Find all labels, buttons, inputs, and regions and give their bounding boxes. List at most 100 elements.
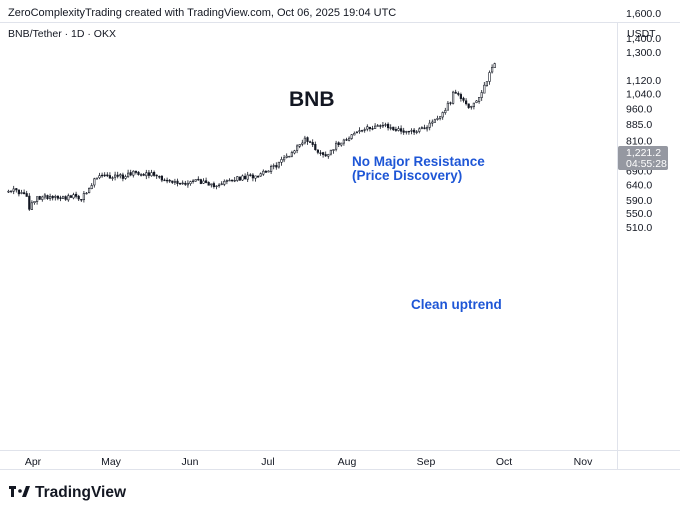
price-axis[interactable]: 1,600.0 1,400.0 1,300.0 1,120.0 1,040.0 960.0… <box>626 8 661 234</box>
candle-body <box>134 170 138 173</box>
candle-body <box>56 195 59 199</box>
candle-body <box>98 175 101 179</box>
candle-body <box>308 141 312 143</box>
candle-body <box>420 127 424 129</box>
candle-body <box>314 144 317 151</box>
candle-body <box>470 106 473 108</box>
candle-body <box>90 185 93 190</box>
candle-body <box>192 180 195 182</box>
candle-body <box>142 174 145 176</box>
candle-body <box>428 122 431 128</box>
candle-body <box>186 183 190 186</box>
annotation-clean-uptrend: Clean uptrend <box>411 297 502 312</box>
candle-body <box>485 81 489 86</box>
time-tick-label: Nov <box>574 456 593 468</box>
candle-body <box>202 180 205 184</box>
candle-body <box>80 199 83 201</box>
candle-body <box>197 178 200 181</box>
candle-body <box>82 193 85 200</box>
candle-body <box>12 188 15 192</box>
candle-body <box>75 193 78 197</box>
candle-body <box>337 142 340 145</box>
candle-body <box>397 128 400 131</box>
time-tick-label: Jun <box>182 456 199 468</box>
candle-body <box>176 180 179 184</box>
candle-body <box>238 176 242 181</box>
candle-body <box>464 100 468 105</box>
candle-body <box>454 91 457 94</box>
symbol-label: BNB/Tether · 1D · OKX <box>8 28 116 40</box>
candle-body <box>488 72 491 82</box>
candle-body <box>368 126 372 129</box>
tradingview-logo-text: TradingView <box>35 484 127 501</box>
candle-body <box>212 183 216 188</box>
candle-body <box>412 129 416 133</box>
candle-body <box>324 154 327 157</box>
candle-body <box>389 127 392 129</box>
price-tick-label: 640.0 <box>626 180 652 192</box>
candle-body <box>59 197 62 199</box>
candle-body <box>108 175 111 179</box>
candle-body <box>451 91 455 104</box>
candle-body <box>225 180 229 182</box>
time-tick-label: Oct <box>496 456 512 468</box>
candle-body <box>171 180 174 183</box>
candle-body <box>111 177 114 179</box>
last-price-value: 1,221.2 <box>626 147 661 159</box>
candle-body <box>293 150 296 154</box>
candle-body <box>295 145 299 151</box>
candle-body <box>35 196 39 202</box>
candle-body <box>306 137 309 142</box>
candle-body <box>10 190 13 192</box>
time-axis[interactable]: Apr May Jun Jul Aug Sep Oct Nov <box>25 456 593 468</box>
candle-body <box>163 179 166 182</box>
candle-body <box>290 152 294 157</box>
candle-body <box>106 174 109 177</box>
candle-body <box>490 67 494 73</box>
time-tick-label: Aug <box>338 456 357 468</box>
bar-countdown: 04:55:28 <box>626 158 667 170</box>
candle-body <box>256 176 260 178</box>
candle-body <box>179 182 182 185</box>
candle-body <box>173 181 177 183</box>
candle-body <box>215 185 218 187</box>
candle-body <box>438 116 442 119</box>
price-tick-label: 550.0 <box>626 208 652 220</box>
candle-body <box>423 127 426 130</box>
candle-body <box>280 159 283 163</box>
candle-body <box>405 131 408 133</box>
candles-group <box>7 62 496 211</box>
candle-body <box>392 126 395 131</box>
candle-body <box>384 124 387 126</box>
candle-body <box>77 195 80 200</box>
candle-body <box>298 144 301 147</box>
candle-body <box>38 196 41 200</box>
candle-body <box>124 176 127 179</box>
price-tick-label: 885.0 <box>626 119 652 131</box>
candle-body <box>93 178 96 186</box>
candle-body <box>418 128 421 132</box>
candle-body <box>275 165 278 168</box>
candle-body <box>410 130 413 132</box>
candle-body <box>207 182 210 186</box>
price-tick-label: 1,040.0 <box>626 89 661 101</box>
candle-body <box>184 182 187 185</box>
candle-body <box>7 190 10 193</box>
candle-body <box>350 134 353 139</box>
candle-body <box>272 165 275 167</box>
candle-body <box>46 195 49 200</box>
candle-body <box>166 179 169 182</box>
candle-body <box>402 130 405 133</box>
candle-body <box>467 103 470 108</box>
price-tick-label: 1,120.0 <box>626 75 661 87</box>
candle-body <box>67 195 70 201</box>
candle-body <box>334 142 338 150</box>
price-tick-label: 510.0 <box>626 222 652 234</box>
candle-body <box>72 194 75 199</box>
time-tick-label: Sep <box>417 456 436 468</box>
candle-body <box>43 194 46 198</box>
candle-body <box>25 193 28 197</box>
candle-body <box>181 182 184 185</box>
candle-body <box>127 172 130 178</box>
